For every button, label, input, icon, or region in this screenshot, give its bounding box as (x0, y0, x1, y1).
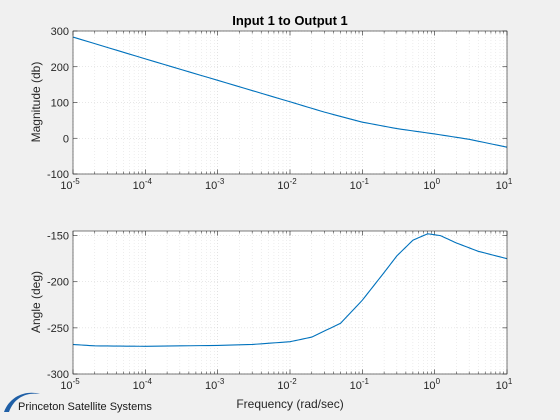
magnitude-x-tick-label: 101 (496, 177, 513, 192)
magnitude-y-tick-label: 200 (51, 62, 69, 74)
phase-x-tick-label: 100 (423, 377, 440, 392)
magnitude-y-tick-label: 0 (63, 133, 69, 145)
phase-plot-area (73, 231, 507, 374)
magnitude-series-line (72, 36, 508, 148)
phase-curve-group (72, 233, 508, 347)
phase-x-tick-label: 10-4 (133, 377, 153, 392)
magnitude-x-tick-labels: 10-5 10-4 10-3 10-2 10-1 100 101 (60, 177, 513, 192)
logo-swoosh-icon (4, 392, 40, 412)
phase-y-tick-labels: -300 -250 -200 -150 (47, 231, 69, 381)
phase-y-tick-label: -150 (47, 231, 69, 243)
logo-text: Princeton Satellite Systems (18, 401, 152, 413)
phase-x-tick-label: 101 (496, 377, 513, 392)
phase-axes-box (72, 230, 508, 375)
phase-ticks (72, 231, 508, 375)
magnitude-y-tick-label: 300 (51, 26, 69, 38)
magnitude-y-tick-label: -100 (47, 169, 69, 181)
magnitude-title: Input 1 to Output 1 (232, 13, 348, 28)
magnitude-curve-group (72, 36, 508, 148)
magnitude-x-tick-label: 10-1 (350, 177, 370, 192)
phase-series-line (72, 233, 508, 347)
phase-x-tick-labels: 10-5 10-4 10-3 10-2 10-1 100 101 (60, 377, 513, 392)
phase-x-tick-label: 10-3 (205, 377, 225, 392)
magnitude-x-tick-label: 10-4 (133, 177, 153, 192)
phase-x-tick-label: 10-5 (60, 377, 80, 392)
phase-x-axis-label: Frequency (rad/sec) (236, 397, 343, 411)
magnitude-axes-box (72, 30, 508, 175)
magnitude-x-tick-label: 10-5 (60, 177, 80, 192)
magnitude-y-axis-label: Magnitude (db) (29, 62, 43, 143)
magnitude-x-tick-label: 100 (423, 177, 440, 192)
magnitude-y-tick-label: 100 (51, 98, 69, 110)
magnitude-x-tick-label: 10-3 (205, 177, 225, 192)
psslogo: Princeton Satellite Systems (4, 392, 152, 413)
phase-y-tick-label: -200 (47, 277, 69, 289)
phase-axes: -300 -250 -200 -150 10-5 10-4 10-3 10-2 10-1 100… (29, 231, 513, 411)
phase-x-tick-label: 10-2 (277, 377, 297, 392)
phase-y-axis-label: Angle (deg) (29, 271, 43, 333)
magnitude-x-tick-label: 10-2 (277, 177, 297, 192)
phase-x-tick-label: 10-1 (350, 377, 370, 392)
magnitude-y-tick-labels: -100 0 100 200 300 (47, 26, 69, 181)
phase-y-tick-label: -300 (47, 369, 69, 381)
phase-y-tick-label: -250 (47, 323, 69, 335)
